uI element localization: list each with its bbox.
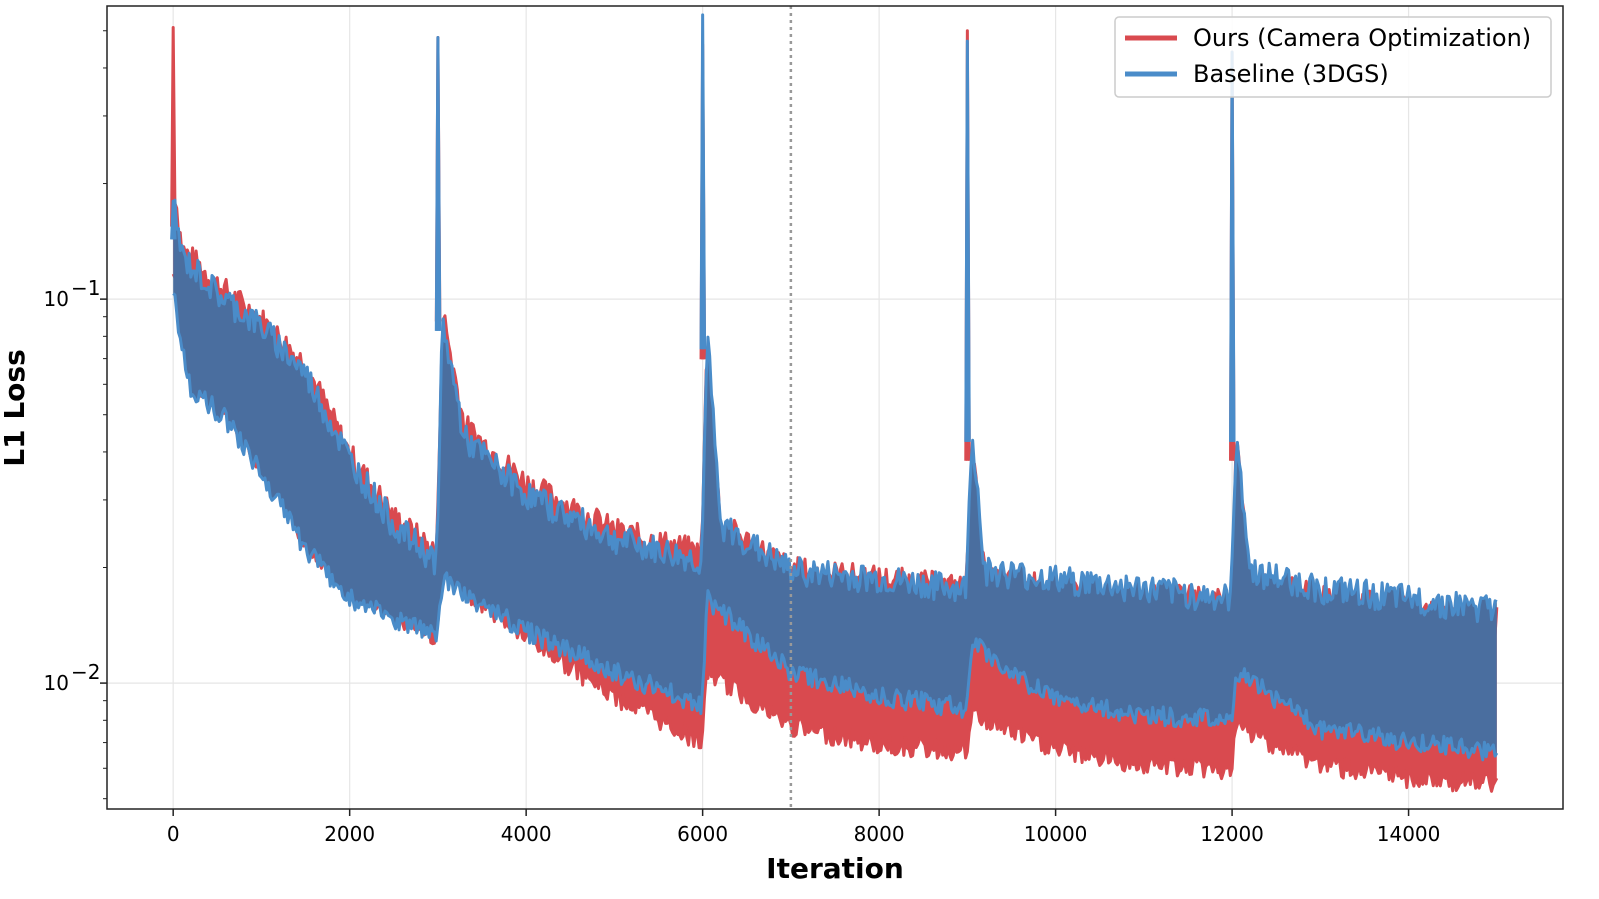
x-tick-label: 0 <box>167 822 180 846</box>
plot-area <box>170 13 1499 793</box>
series-spike <box>699 13 707 350</box>
y-tick-exponent: −2 <box>71 660 100 684</box>
series-spike <box>170 25 177 227</box>
series-baseline <box>170 13 1499 762</box>
series-upper-edge <box>171 198 1498 624</box>
x-tick-label: 10000 <box>1024 822 1088 846</box>
series-spike <box>170 199 177 240</box>
legend-label-ours: Ours (Camera Optimization) <box>1193 24 1531 52</box>
y-tick-label: 10 <box>44 671 69 695</box>
series-spike <box>964 39 971 442</box>
x-tick-label: 6000 <box>677 822 728 846</box>
x-tick-label: 4000 <box>501 822 552 846</box>
series-spike <box>434 36 442 331</box>
x-tick-label: 8000 <box>854 822 905 846</box>
plot-frame <box>106 5 1564 810</box>
x-tick-label: 14000 <box>1377 822 1441 846</box>
y-tick-exponent: −1 <box>71 276 100 300</box>
series-band <box>173 200 1497 760</box>
series-spike <box>1229 50 1236 442</box>
legend-label-baseline: Baseline (3DGS) <box>1193 60 1389 88</box>
y-axis-label: L1 Loss <box>0 349 31 466</box>
legend: Ours (Camera Optimization) Baseline (3DG… <box>1114 16 1552 98</box>
y-tick-label: 10 <box>44 287 69 311</box>
x-tick-label: 12000 <box>1200 822 1264 846</box>
x-tick-label: 2000 <box>324 822 375 846</box>
legend-box <box>1114 16 1552 98</box>
series-lower-edge <box>172 292 1499 762</box>
x-axis-label: Iteration <box>766 852 904 885</box>
